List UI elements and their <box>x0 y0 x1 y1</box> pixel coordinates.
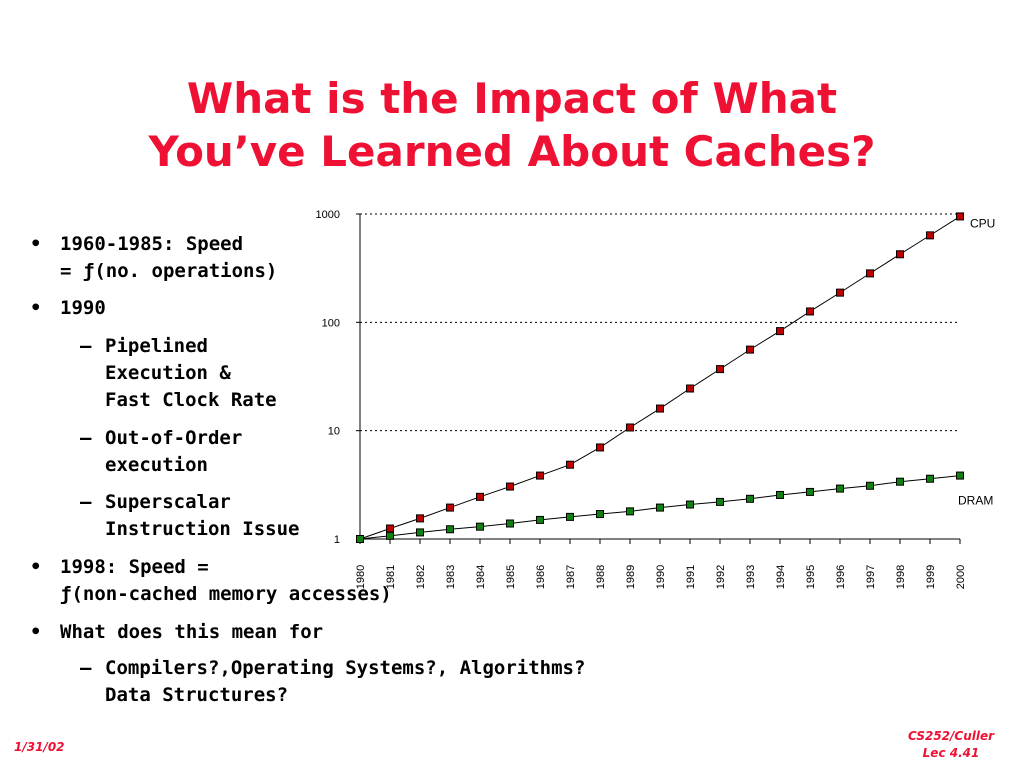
dram-data-point <box>386 531 394 540</box>
dram-data-point <box>896 477 904 486</box>
dram-data-point <box>446 525 454 534</box>
slide-lecture-number: Lec 4.41 <box>922 746 980 760</box>
x-tick-label: 1985 <box>505 565 517 589</box>
y-tick-label: 10 <box>328 426 340 438</box>
x-tick-label: 1994 <box>775 565 787 589</box>
y-tick-label: 100 <box>322 317 340 329</box>
dram-data-point <box>356 535 364 543</box>
cpu-series-label: CPU <box>970 216 995 230</box>
cpu-data-point <box>716 365 724 374</box>
x-tick-label: 1992 <box>715 565 727 589</box>
cpu-data-point <box>386 524 394 533</box>
dram-data-point <box>716 497 724 506</box>
dram-data-point <box>746 494 754 503</box>
cpu-data-point <box>536 471 544 480</box>
x-tick-label: 1980 <box>355 565 367 589</box>
cpu-data-point <box>926 231 934 240</box>
cpu-data-point <box>836 288 844 297</box>
dram-data-point <box>776 490 784 499</box>
cpu-data-point <box>776 327 784 336</box>
cpu-data-point <box>656 404 664 413</box>
x-tick-label: 1982 <box>415 565 427 589</box>
x-tick-label: 1995 <box>805 565 817 589</box>
title-line-1: What is the Impact of What <box>186 74 838 123</box>
dram-data-point <box>536 515 544 524</box>
x-tick-label: 1999 <box>925 565 937 589</box>
dram-data-point <box>686 500 694 509</box>
cpu-data-point <box>446 503 454 512</box>
dram-data-point <box>596 510 604 519</box>
dram-data-point <box>836 484 844 493</box>
dram-data-point <box>476 522 484 531</box>
dram-series-label: DRAM <box>958 494 993 508</box>
x-tick-label: 1996 <box>835 565 847 589</box>
cpu-data-point <box>686 384 694 393</box>
cpu-data-point <box>896 250 904 259</box>
slide-title: What is the Impact of What You’ve Learne… <box>0 72 1024 178</box>
x-tick-label: 1981 <box>385 565 397 589</box>
x-tick-label: 1998 <box>895 565 907 589</box>
cpu-data-point <box>476 492 484 501</box>
slide-course: CS252/Culler <box>907 729 995 743</box>
x-tick-label: 1988 <box>595 565 607 589</box>
dram-data-point <box>416 528 424 537</box>
x-tick-label: 1997 <box>865 565 877 589</box>
x-tick-label: 1986 <box>535 565 547 589</box>
cpu-data-point <box>416 514 424 523</box>
title-line-2: You’ve Learned About Caches? <box>148 127 876 176</box>
cpu-data-point <box>566 460 574 469</box>
cpu-data-point <box>506 482 514 491</box>
cpu-data-point <box>746 345 754 354</box>
dram-data-point <box>656 503 664 512</box>
cpu-data-point <box>806 307 814 316</box>
cpu-data-point <box>866 269 874 278</box>
x-tick-label: 1984 <box>475 565 487 589</box>
dram-data-point <box>566 512 574 521</box>
x-tick-label: 1989 <box>625 565 637 589</box>
cpu-data-point <box>626 423 634 432</box>
dram-data-point <box>926 474 934 483</box>
dram-data-point <box>626 507 634 516</box>
x-tick-label: 1991 <box>685 565 697 589</box>
cpu-series-line <box>359 215 961 540</box>
x-tick-label: 1987 <box>565 565 577 589</box>
x-tick-label: 2000 <box>955 565 967 589</box>
cpu-data-point <box>596 443 604 452</box>
dram-data-point <box>956 471 964 480</box>
cpu-data-point <box>956 212 964 221</box>
y-tick-label: 1 <box>334 534 340 546</box>
y-tick-label: 1000 <box>316 209 340 221</box>
x-tick-label: 1983 <box>445 565 457 589</box>
dram-data-point <box>866 481 874 490</box>
slide-date: 1/31/02 <box>14 740 65 754</box>
x-tick-label: 1990 <box>655 565 667 589</box>
dram-data-point <box>506 519 514 528</box>
dram-data-point <box>806 487 814 496</box>
x-tick-label: 1993 <box>745 565 757 589</box>
